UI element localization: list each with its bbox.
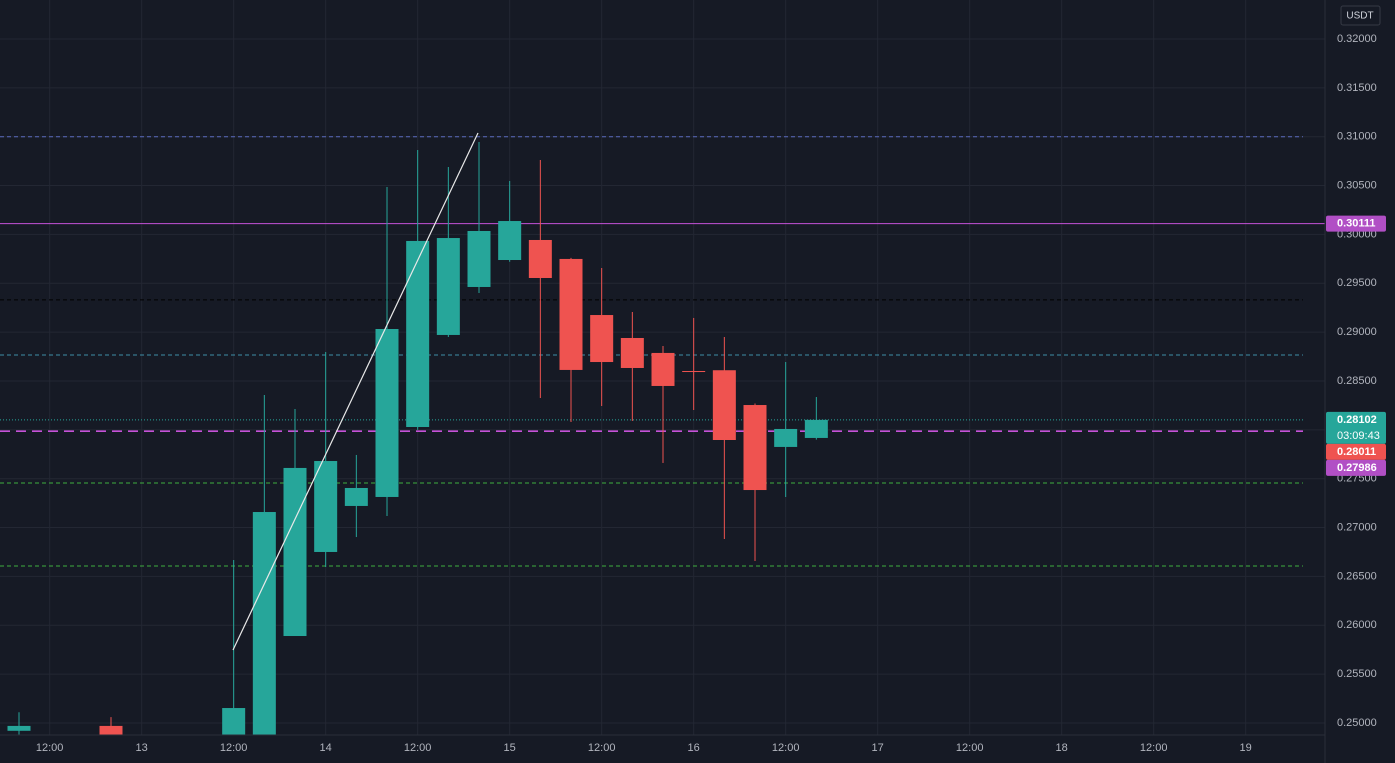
candle-body	[712, 370, 736, 441]
x-tick-label: 12:00	[956, 742, 984, 754]
candle-body	[283, 467, 307, 637]
candle-body	[651, 352, 675, 386]
y-tick-label: 0.29500	[1337, 277, 1377, 289]
price-tag-label: 0.30111	[1337, 217, 1376, 229]
price-tag-label: 0.27986	[1337, 462, 1377, 474]
levels	[0, 136, 1325, 567]
candle-body	[314, 461, 338, 552]
y-tick-label: 0.31500	[1337, 82, 1377, 94]
x-tick-label: 12:00	[588, 742, 616, 754]
candle-body	[682, 371, 706, 373]
candle-body	[498, 221, 522, 261]
candle-body	[590, 315, 614, 363]
price-tag	[1326, 411, 1386, 444]
x-tick-label: 12:00	[1140, 742, 1168, 754]
grid	[0, 0, 1325, 735]
x-tick-label: 13	[136, 742, 148, 754]
candle-body	[7, 725, 31, 731]
x-tick-label: 12:00	[404, 742, 432, 754]
y-tick-label: 0.25000	[1337, 717, 1377, 729]
candle-body	[804, 419, 828, 438]
candle-body	[774, 428, 798, 447]
x-tick-label: 16	[688, 742, 700, 754]
price-tag	[1326, 215, 1386, 232]
price-tag-label: 0.28011	[1337, 446, 1376, 458]
price-tag	[1326, 443, 1386, 460]
candle-body	[99, 725, 123, 735]
y-tick-label: 0.26500	[1337, 570, 1377, 582]
x-tick-label: 18	[1056, 742, 1068, 754]
x-tick-label: 15	[504, 742, 516, 754]
x-tick-label: 17	[872, 742, 884, 754]
currency: USDT	[1346, 11, 1373, 22]
candle-body	[620, 337, 644, 368]
candle-body	[222, 708, 246, 735]
price-tag-label: 0.28102	[1337, 414, 1377, 426]
candle-body	[467, 230, 491, 287]
trend-line	[232, 132, 479, 651]
y-tick-label: 0.31000	[1337, 131, 1377, 143]
candle-body	[406, 240, 430, 428]
candle-body	[559, 258, 583, 370]
y-tick-label: 0.29000	[1337, 326, 1377, 338]
x-tick-label: 12:00	[220, 742, 248, 754]
currency-box	[1340, 5, 1381, 26]
x-tick-label: 19	[1240, 742, 1252, 754]
y-tick-label: 0.27000	[1337, 521, 1377, 533]
candle-body	[375, 329, 399, 497]
x-tick-label: 14	[320, 742, 332, 754]
y-tick-label: 0.30500	[1337, 179, 1377, 191]
price-tag	[1326, 459, 1386, 476]
x-tick-label: 12:00	[36, 742, 64, 754]
candle-body	[436, 238, 460, 335]
y-tick-label: 0.25500	[1337, 668, 1377, 680]
countdown: 03:09:43	[1337, 430, 1380, 442]
x-tick-label: 12:00	[772, 742, 800, 754]
candle-body	[743, 405, 767, 491]
y-tick-label: 0.28500	[1337, 375, 1377, 387]
y-tick-label: 0.32000	[1337, 33, 1377, 45]
candle-body	[252, 512, 276, 735]
candle-body	[344, 487, 368, 506]
candles	[7, 141, 828, 735]
y-tick-label: 0.26000	[1337, 619, 1377, 631]
candle-body	[528, 239, 552, 278]
